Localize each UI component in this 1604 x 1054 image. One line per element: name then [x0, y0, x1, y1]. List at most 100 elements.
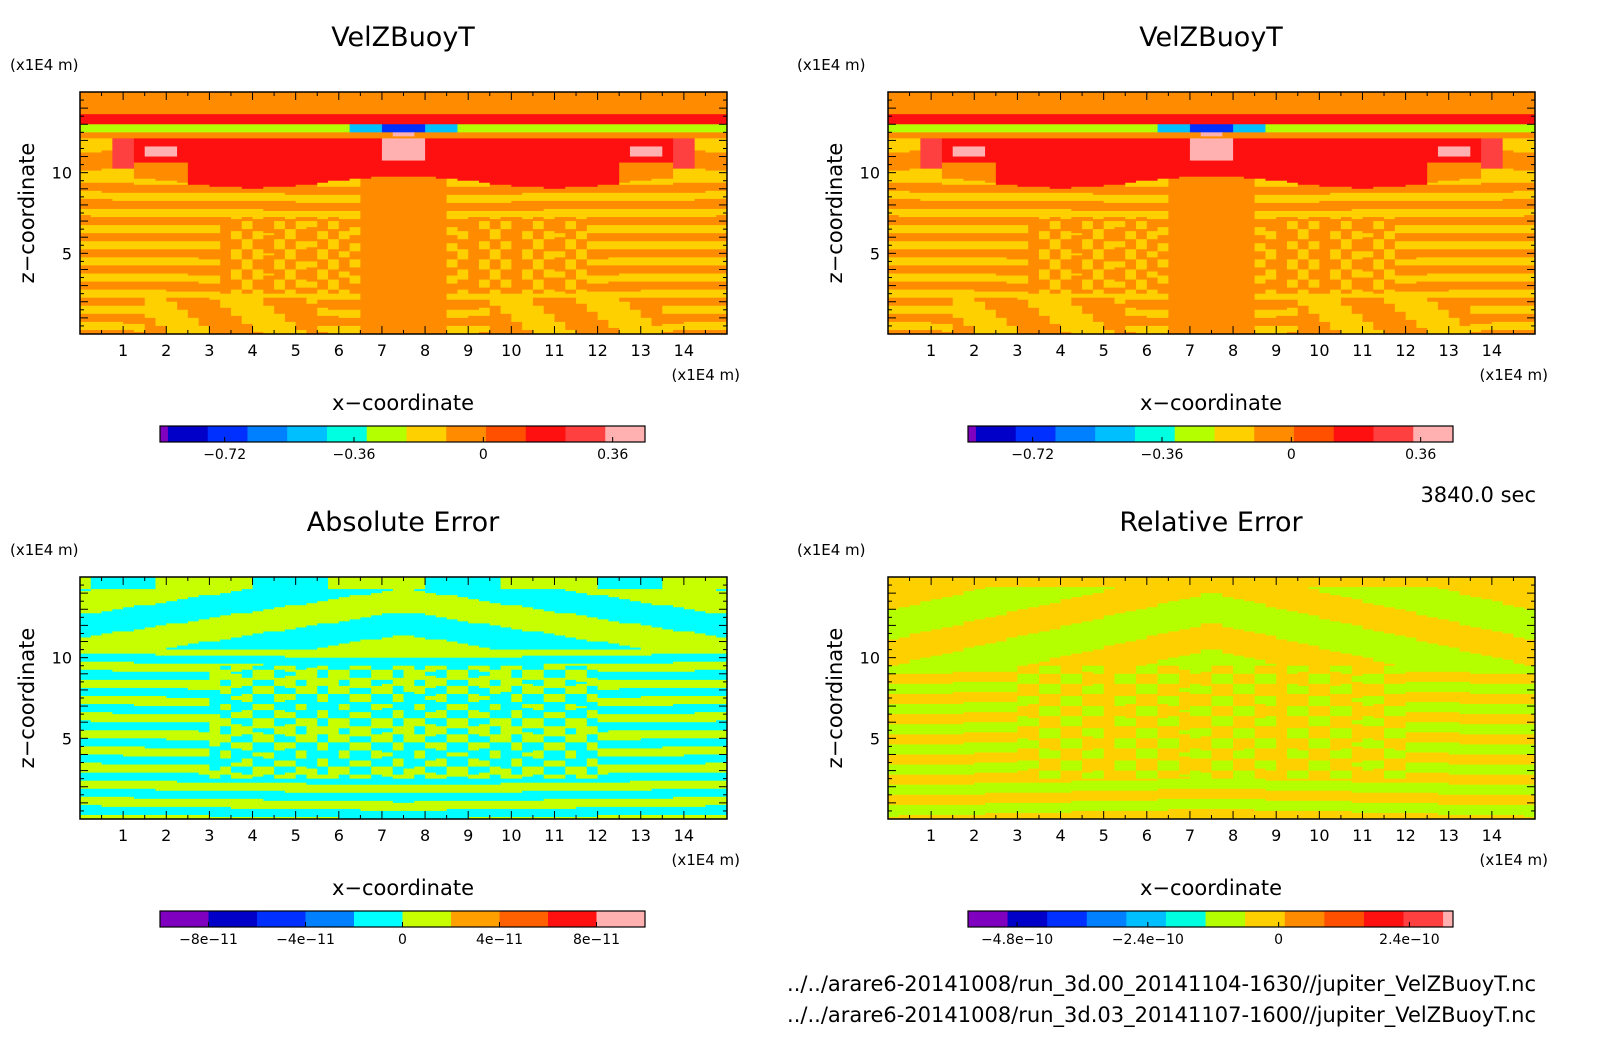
heatmap-cell	[468, 681, 491, 685]
heatmap-cell	[263, 609, 545, 612]
heatmap-cell	[80, 714, 221, 717]
heatmap-cell	[1136, 239, 1148, 242]
heatmap-cell	[1189, 152, 1234, 156]
heatmap-cell	[1276, 704, 1310, 707]
heatmap-cell	[1114, 299, 1126, 303]
heatmap-cell	[1136, 289, 1148, 293]
heatmap-cell	[263, 271, 286, 275]
heatmap-cell	[694, 138, 727, 141]
heatmap-cell	[597, 752, 727, 756]
heatmap-cell	[1308, 273, 1331, 277]
heatmap-cell	[274, 766, 297, 770]
heatmap-cell	[888, 257, 1008, 260]
heatmap-cell	[1038, 679, 1062, 683]
heatmap-cell	[511, 673, 523, 677]
heatmap-cell	[522, 790, 727, 794]
heatmap-cell	[371, 698, 394, 701]
heatmap-cell	[511, 247, 534, 250]
heatmap-cell	[338, 728, 351, 731]
heatmap-cell	[155, 319, 200, 323]
heatmap-cell	[241, 257, 254, 260]
heatmap-cell	[1233, 708, 1256, 711]
heatmap-cell	[1340, 271, 1353, 275]
heatmap-cell	[328, 239, 340, 242]
heatmap-cell	[328, 581, 426, 584]
heatmap-cell	[489, 279, 502, 283]
heatmap-cell	[1146, 231, 1169, 234]
heatmap-cell	[317, 221, 329, 224]
heatmap-cell	[522, 712, 545, 715]
heatmap-cell	[1071, 653, 1191, 657]
heatmap-cell	[317, 748, 329, 752]
heatmap-cell	[1265, 633, 1396, 637]
heatmap-cell	[1233, 140, 1482, 144]
heatmap-cell	[1308, 277, 1331, 281]
heatmap-cell	[1114, 267, 1137, 271]
heatmap-cell	[392, 738, 405, 741]
heatmap-cell	[1362, 313, 1407, 317]
heatmap-cell	[1384, 687, 1535, 691]
heatmap-cell	[565, 752, 577, 756]
heatmap-cell	[1211, 689, 1234, 693]
heatmap-cell	[909, 661, 1040, 665]
heatmap-cell	[230, 720, 254, 723]
heatmap-cell	[500, 585, 599, 588]
colorbar-swatch	[1413, 426, 1454, 442]
heatmap-cell	[80, 126, 351, 129]
heatmap-cell	[1437, 301, 1535, 305]
heatmap-cell	[252, 716, 275, 719]
heatmap-cell	[1351, 700, 1385, 703]
heatmap-cell	[586, 249, 727, 252]
heatmap-cell	[489, 714, 512, 717]
heatmap-cell	[941, 627, 1062, 631]
heatmap-cell	[80, 647, 167, 651]
heatmap-cell	[1297, 259, 1310, 262]
heatmap-cell	[888, 679, 1018, 683]
heatmap-cell	[1437, 303, 1535, 307]
heatmap-cell	[425, 728, 448, 731]
heatmap-cell	[1092, 271, 1105, 275]
heatmap-cell	[1233, 653, 1353, 657]
heatmap-cell	[586, 720, 599, 723]
x-tick-label: 4	[1055, 341, 1065, 360]
heatmap-cell	[662, 587, 727, 590]
heatmap-cell	[1427, 299, 1535, 303]
heatmap-cell	[511, 770, 523, 774]
heatmap-cell	[80, 176, 135, 180]
heatmap-cell	[565, 233, 577, 236]
heatmap-cell	[360, 279, 448, 283]
heatmap-cell	[1330, 687, 1353, 691]
heatmap-cell	[1038, 689, 1062, 693]
heatmap-cell	[295, 261, 318, 265]
colorbar-swatch	[525, 426, 566, 442]
heatmap-cell	[468, 700, 480, 703]
heatmap-cell	[1254, 683, 1288, 687]
heatmap-cell	[1254, 259, 1267, 262]
heatmap-cell	[1394, 273, 1428, 277]
heatmap-cell	[1362, 315, 1407, 319]
heatmap-cell	[155, 788, 653, 792]
heatmap-cell	[144, 325, 167, 329]
heatmap-cell	[1136, 249, 1159, 252]
heatmap-cell	[1437, 643, 1535, 647]
heatmap-cell	[1125, 285, 1137, 289]
heatmap-cell	[80, 706, 221, 709]
heatmap-cell	[360, 200, 448, 204]
heatmap-cell	[252, 742, 275, 745]
heatmap-cell	[468, 237, 491, 240]
heatmap-cell	[80, 788, 157, 792]
heatmap-cell	[1233, 669, 1256, 673]
heatmap-cell	[403, 744, 426, 747]
heatmap-cell	[1049, 283, 1062, 287]
heatmap-cell	[1146, 281, 1159, 285]
heatmap-cell	[511, 772, 523, 776]
heatmap-cell	[1254, 313, 1299, 317]
heatmap-cell	[112, 166, 135, 170]
heatmap-cell	[252, 740, 275, 743]
heatmap-cell	[1060, 687, 1083, 691]
heatmap-cell	[425, 142, 674, 146]
heatmap-cell	[1502, 158, 1535, 162]
heatmap-cell	[198, 730, 210, 733]
heatmap-cell	[576, 251, 588, 254]
heatmap-cell	[187, 178, 351, 182]
